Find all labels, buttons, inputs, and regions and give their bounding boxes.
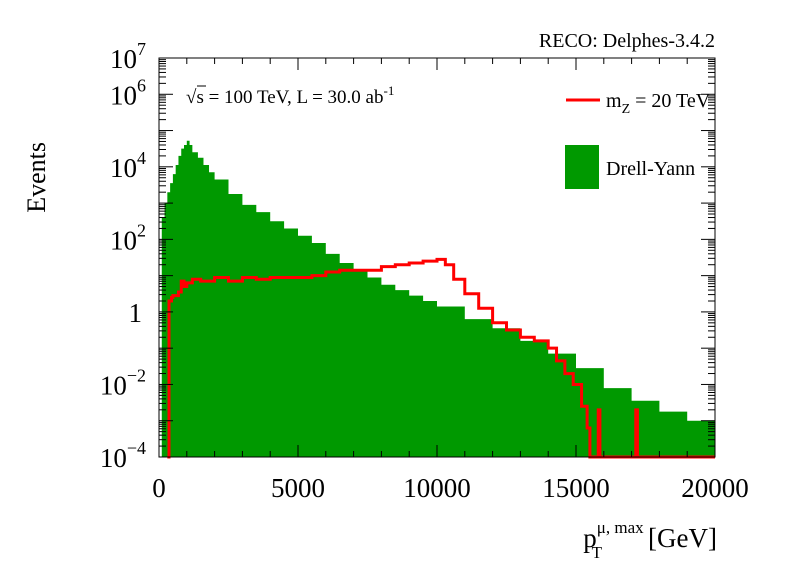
annotation-text: s = 100 TeV, L = 30.0 ab bbox=[196, 87, 383, 108]
background-histogram bbox=[159, 140, 715, 457]
annotation-superscript: -1 bbox=[384, 83, 395, 98]
legend-background-swatch bbox=[565, 145, 599, 189]
x-tick-label: 5000 bbox=[271, 473, 325, 503]
x-axis-title: pμ, max T [GeV] bbox=[583, 518, 717, 562]
label-layer: 0 5000 10000 15000 20000 10−4 10−2 1 102 104 10610… bbox=[100, 39, 749, 503]
sqrt-glyph: √ bbox=[186, 87, 197, 108]
y-tick-label: 102 bbox=[110, 220, 146, 255]
x-tick-label: 10000 bbox=[403, 473, 471, 503]
signal-line bbox=[167, 257, 715, 459]
energy-annotation: √s = 100 TeV, L = 30.0 ab-1 bbox=[186, 83, 394, 108]
plot-frame bbox=[158, 57, 716, 458]
legend-signal-label: mZ = 20 TeV bbox=[606, 90, 711, 117]
x-tick-label: 15000 bbox=[542, 473, 610, 503]
y-tick-label: 107 bbox=[110, 39, 146, 74]
tick-layer bbox=[158, 57, 716, 458]
y-tick-label: 106 bbox=[110, 75, 146, 110]
y-tick-label: 10−4 bbox=[100, 438, 146, 473]
y-axis-title: Events bbox=[22, 142, 51, 213]
series-layer bbox=[159, 140, 715, 459]
legend: mZ = 20 TeV Drell-Yann bbox=[565, 90, 711, 189]
x-tick-label: 20000 bbox=[681, 473, 749, 503]
y-tick-label: 10−2 bbox=[100, 365, 146, 400]
x-tick-label: 0 bbox=[152, 473, 166, 503]
legend-background-label: Drell-Yann bbox=[606, 158, 695, 180]
reco-label: RECO: Delphes-3.4.2 bbox=[539, 30, 715, 52]
y-tick-label: 104 bbox=[110, 148, 146, 183]
y-tick-label: 1 bbox=[129, 298, 143, 328]
